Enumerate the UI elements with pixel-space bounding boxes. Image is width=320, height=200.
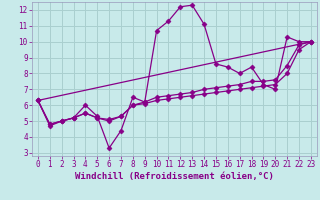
X-axis label: Windchill (Refroidissement éolien,°C): Windchill (Refroidissement éolien,°C) bbox=[75, 172, 274, 181]
